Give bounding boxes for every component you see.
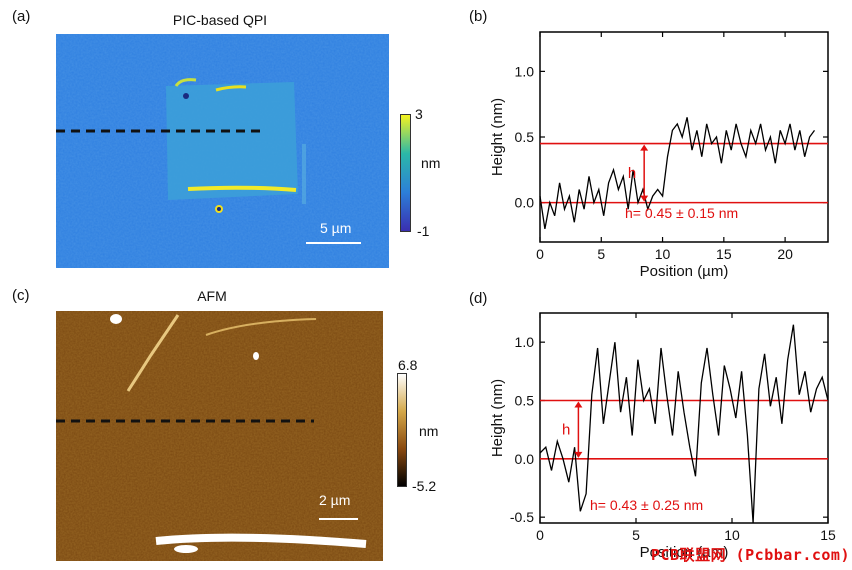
panel-label-c: (c) [12, 287, 30, 304]
panel-label-d: (d) [469, 290, 488, 307]
flake-region [166, 82, 298, 200]
step-arrowhead-down [640, 195, 649, 202]
x-tick-label: 15 [716, 246, 732, 262]
colorbar-c [397, 373, 407, 487]
y-tick-label: 0.0 [515, 195, 535, 211]
step-label: h [628, 165, 636, 182]
x-tick-label: 5 [632, 527, 640, 543]
series-line [539, 117, 816, 230]
watermark: PCB联盟网 (Pcbbar.com) [651, 546, 850, 564]
step-arrowhead-down [574, 451, 583, 458]
chart-b: 0 5 10 15 20 0.0 0.5 1.0 Position (µm) Height (nm… [489, 31, 829, 280]
x-axis-label: Position (µm) [640, 544, 729, 561]
x-tick-label: 10 [655, 246, 671, 262]
y-axis-label: Height (nm) [489, 98, 506, 176]
x-tick-label: 20 [777, 246, 793, 262]
step-label: h [562, 422, 570, 439]
x-axis-label: Position (µm) [640, 263, 729, 280]
y-tick-label: 1.0 [515, 63, 535, 79]
scalebar-label-c: 2 µm [319, 492, 351, 508]
y-tick-label: 0.5 [515, 393, 535, 409]
afm-title: AFM [197, 288, 227, 304]
afm-image [56, 311, 383, 561]
x-tick-label: 10 [724, 527, 740, 543]
colorbar-a [400, 114, 411, 232]
colorbar-c-unit: nm [419, 423, 439, 439]
series-line [539, 324, 829, 524]
scalebar-label-a: 5 µm [320, 220, 352, 236]
colorbar-a-min: -1 [417, 223, 430, 239]
panel-label-a: (a) [12, 8, 31, 25]
y-axis-label: Height (nm) [489, 379, 506, 457]
y-tick-label: 0.0 [515, 451, 535, 467]
qpi-image [56, 34, 389, 268]
annotation-text: h= 0.45 ± 0.15 nm [625, 205, 738, 221]
colorbar-c-min: -5.2 [412, 478, 437, 494]
panel-label-b: (b) [469, 8, 488, 25]
step-arrowhead-up [640, 144, 649, 151]
x-tick-label: 0 [536, 527, 544, 543]
afm-bright-edge [155, 533, 367, 548]
qpi-title: PIC-based QPI [172, 12, 268, 28]
annotation-text: h= 0.43 ± 0.25 nm [590, 497, 703, 513]
colorbar-a-max: 3 [415, 106, 423, 122]
y-tick-label: 1.0 [515, 334, 535, 350]
chart-d: 0 5 10 15 -0.5 0.0 0.5 1.0 Position (µm) Height (… [489, 312, 836, 561]
colorbar-a-unit: nm [421, 155, 441, 171]
y-tick-label: 0.5 [515, 129, 535, 145]
x-tick-label: 15 [820, 527, 836, 543]
plot-frame [539, 312, 829, 524]
step-arrowhead-up [574, 401, 583, 408]
x-tick-label: 0 [536, 246, 544, 262]
y-tick-label: -0.5 [510, 509, 534, 525]
x-tick-label: 5 [597, 246, 605, 262]
colorbar-c-max: 6.8 [398, 357, 418, 373]
